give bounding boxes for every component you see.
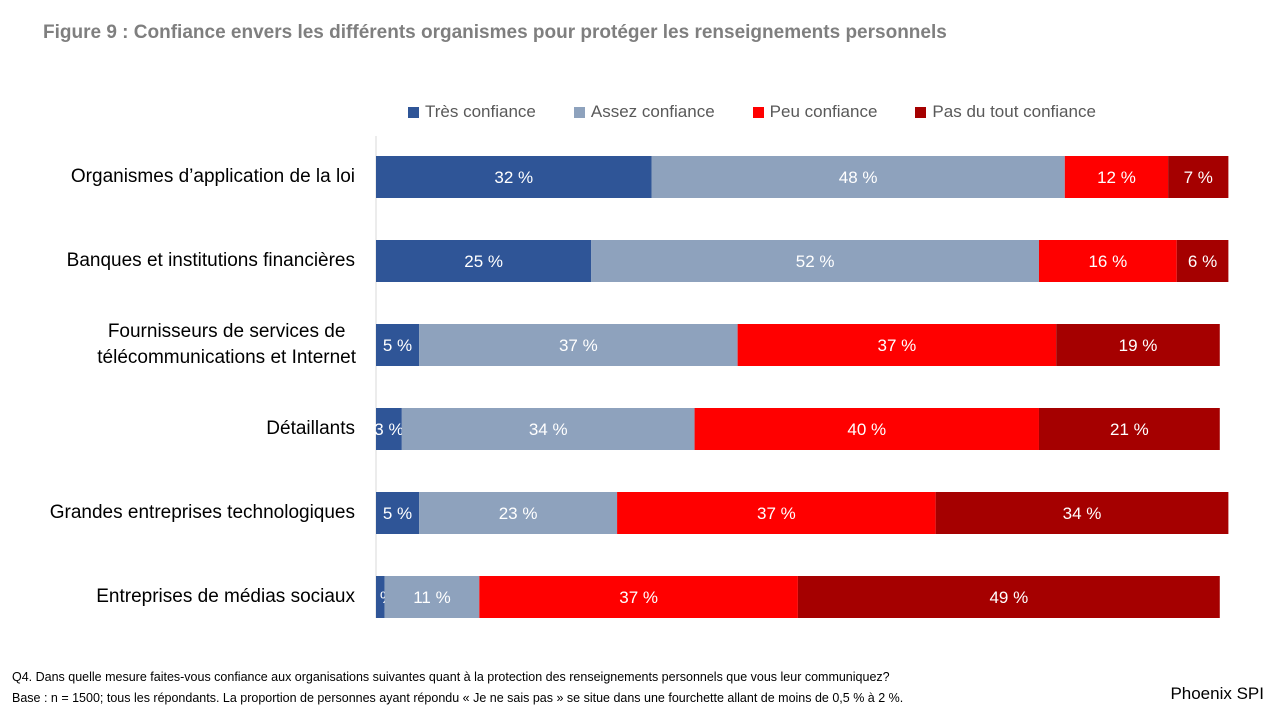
data-label: 11 % — [413, 588, 451, 607]
data-label: 40 % — [847, 420, 886, 439]
chart-title: Figure 9 : Confiance envers les différen… — [43, 22, 947, 43]
bar-segment — [651, 156, 1065, 198]
bar-segment — [1038, 240, 1177, 282]
data-label: 5 % — [383, 504, 412, 523]
bar-segment — [376, 324, 420, 366]
legend-swatch — [752, 106, 764, 118]
bar-segment — [376, 240, 592, 282]
category-label-line: Banques et institutions financières — [66, 250, 355, 271]
category-label-line: Organismes d’application de la loi — [70, 166, 355, 187]
legend-swatch — [573, 106, 585, 118]
data-label: 52 % — [796, 252, 835, 271]
data-label: 16 % — [1088, 252, 1127, 271]
bar-segment — [376, 156, 652, 198]
data-label: 49 % — [989, 588, 1028, 607]
category-label-line: télécommunications et Internet — [97, 347, 356, 368]
bar-segment — [935, 492, 1229, 534]
legend-item: Assez confiance — [573, 102, 715, 122]
data-label: 37 % — [878, 336, 917, 355]
category-label: Grandes entreprises technologiques — [50, 500, 355, 526]
bar-segment — [419, 324, 738, 366]
data-label: 37 % — [619, 588, 658, 607]
bar-segment — [737, 324, 1057, 366]
legend-label: Très confiance — [425, 102, 536, 121]
legend-item: Peu confiance — [752, 102, 878, 122]
legend-item: Pas du tout confiance — [915, 102, 1096, 122]
category-label-line: Entreprises de médias sociaux — [96, 586, 355, 607]
category-label: Entreprises de médias sociaux — [96, 584, 355, 610]
data-label: 21 % — [1110, 420, 1149, 439]
footnote-base: Base : n = 1500; tous les répondants. La… — [12, 691, 904, 705]
data-label: 12 % — [1097, 168, 1136, 187]
data-label: 37 % — [559, 336, 598, 355]
category-label-line: Grandes entreprises technologiques — [49, 502, 355, 523]
data-label: 19 % — [1119, 336, 1158, 355]
data-label: 34 % — [1063, 504, 1102, 523]
bar-segment — [797, 576, 1220, 618]
bar-segment — [376, 576, 385, 618]
legend-label: Assez confiance — [590, 102, 715, 121]
category-label: Organismes d’application de la loi — [71, 164, 355, 190]
chart-legend: Très confiance Assez confiance Peu confian… — [408, 100, 1134, 124]
bar-segment — [401, 408, 695, 450]
category-label-line: Fournisseurs de services de — [107, 321, 346, 342]
data-label: 3 % — [374, 420, 403, 439]
legend-swatch — [408, 106, 419, 118]
category-label: Banques et institutions financières — [67, 248, 355, 274]
bar-segment — [479, 576, 798, 618]
legend-item: Très confiance — [408, 102, 536, 122]
bar-segment — [694, 408, 1039, 450]
data-label: 32 % — [494, 168, 533, 187]
bar-segment — [1064, 156, 1169, 198]
bar-segment — [1176, 240, 1229, 282]
bar-segment — [376, 492, 420, 534]
bar-segment — [419, 492, 618, 534]
bar-segment — [384, 576, 480, 618]
data-label: 6 % — [1188, 252, 1217, 271]
data-label: 25 % — [464, 252, 503, 271]
category-label: Détaillants — [266, 416, 355, 442]
legend-label: Pas du tout confiance — [932, 102, 1096, 121]
legend-swatch — [915, 106, 927, 118]
data-label: 5 % — [383, 336, 412, 355]
data-label: 23 % — [499, 504, 538, 523]
footnote-question: Q4. Dans quelle mesure faites-vous confi… — [12, 670, 890, 684]
brand-label: Phoenix SPI — [1170, 684, 1264, 703]
bar-segment — [1168, 156, 1229, 198]
data-label: 7 % — [1184, 168, 1213, 187]
bar-segment — [376, 408, 402, 450]
data-label: 34 % — [529, 420, 568, 439]
data-label: 37 % — [757, 504, 796, 523]
bar-segment — [1056, 324, 1220, 366]
bar-segment — [617, 492, 936, 534]
category-label-line: Détaillants — [266, 418, 355, 439]
data-label: 48 % — [839, 168, 878, 187]
bar-segment — [1038, 408, 1220, 450]
legend-label: Peu confiance — [769, 102, 878, 121]
category-label: Fournisseurs de services de télécommunica… — [97, 319, 356, 371]
bar-segment — [591, 240, 1039, 282]
